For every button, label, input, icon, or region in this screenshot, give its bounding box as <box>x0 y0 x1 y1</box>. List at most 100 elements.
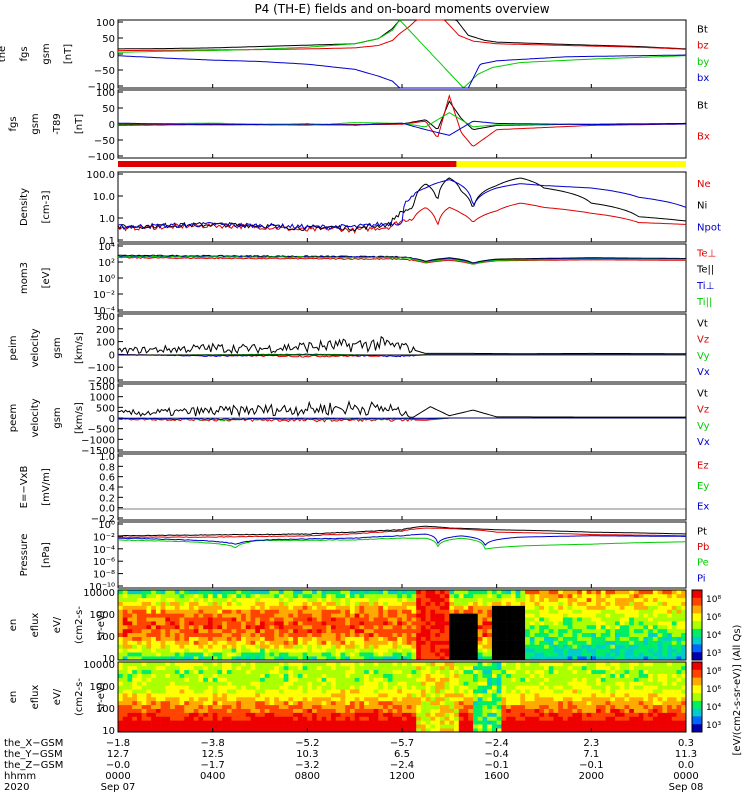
heatmap-cell <box>553 621 559 626</box>
heatmap-cell <box>340 700 346 706</box>
heatmap-cell <box>293 689 299 694</box>
heatmap-cell <box>316 644 322 649</box>
heatmap-cell <box>506 708 512 713</box>
heatmap-cell <box>155 716 161 721</box>
heatmap-cell <box>241 681 247 686</box>
heatmap-cell <box>648 677 654 682</box>
time-axis-value: 10.3 <box>296 749 318 760</box>
heatmap-cell <box>165 621 171 626</box>
heatmap-cell <box>170 628 176 634</box>
heatmap-cell <box>174 700 180 706</box>
heatmap-cell <box>264 724 270 729</box>
heatmap-cell <box>345 625 351 630</box>
heatmap-cell <box>349 689 355 694</box>
legend-label-Vz: Vz <box>697 405 709 416</box>
heatmap-cell <box>477 700 483 706</box>
heatmap-cell <box>605 665 611 671</box>
heatmap-cell <box>236 665 242 671</box>
heatmap-cell <box>368 712 374 717</box>
heatmap-cell <box>416 662 422 667</box>
heatmap-cell <box>349 673 355 678</box>
heatmap-cell <box>245 613 251 618</box>
heatmap-cell <box>364 704 370 709</box>
heatmap-cell <box>155 597 161 602</box>
heatmap-cell <box>155 712 161 717</box>
heatmap-cell <box>260 593 266 599</box>
heatmap-cell <box>250 724 256 729</box>
heatmap-cell <box>544 728 550 733</box>
heatmap-cell <box>383 625 389 630</box>
heatmap-cell <box>231 628 237 634</box>
heatmap-cell <box>577 693 583 698</box>
heatmap-cell <box>600 613 606 618</box>
heatmap-cell <box>274 681 280 686</box>
heatmap-cell <box>217 597 223 602</box>
heatmap-cell <box>312 665 318 671</box>
heatmap-cell <box>326 613 332 618</box>
heatmap-cell <box>676 628 682 634</box>
heatmap-cell <box>430 712 436 717</box>
heatmap-cell <box>487 648 493 653</box>
heatmap-cell <box>222 673 228 678</box>
heatmap-cell <box>383 685 389 690</box>
heatmap-cell <box>406 601 412 606</box>
heatmap-cell <box>118 593 124 599</box>
heatmap-cell <box>577 636 583 641</box>
heatmap-cell <box>544 601 550 606</box>
heatmap-cell <box>529 728 535 733</box>
colorbar-segment <box>692 636 702 645</box>
heatmap-cell <box>278 601 284 606</box>
heatmap-cell <box>468 720 474 725</box>
heatmap-cell <box>373 605 379 610</box>
heatmap-cell <box>250 625 256 630</box>
heatmap-cell <box>491 728 497 733</box>
heatmap-cell <box>349 605 355 610</box>
heatmap-cell <box>165 590 171 595</box>
heatmap-cell <box>525 621 531 626</box>
heatmap-cell <box>572 693 578 698</box>
heatmap-cell <box>193 605 199 610</box>
heatmap-cell <box>321 685 327 690</box>
heatmap-cell <box>643 700 649 706</box>
heatmap-cell <box>397 632 403 637</box>
heatmap-cell <box>269 685 275 690</box>
heatmap-cell <box>326 628 332 634</box>
heatmap-cell <box>179 652 185 657</box>
heatmap-cell <box>591 689 597 694</box>
heatmap-cell <box>245 669 251 674</box>
heatmap-cell <box>283 617 289 622</box>
heatmap-cell <box>544 677 550 682</box>
heatmap-cell <box>392 712 398 717</box>
heatmap-cell <box>184 689 190 694</box>
heatmap-cell <box>529 597 535 602</box>
heatmap-cell <box>676 712 682 717</box>
heatmap-cell <box>458 656 464 661</box>
heatmap-cell <box>454 673 460 678</box>
y-axis-label-line: [eV] <box>41 268 52 289</box>
heatmap-cell <box>638 590 644 595</box>
heatmap-cell <box>468 636 474 641</box>
heatmap-cell <box>302 693 308 698</box>
heatmap-cell <box>633 700 639 706</box>
heatmap-cell <box>676 617 682 622</box>
heatmap-cell <box>132 621 138 626</box>
heatmap-cell <box>539 605 545 610</box>
heatmap-cell <box>118 689 124 694</box>
heatmap-cell <box>245 662 251 667</box>
heatmap-cell <box>136 640 142 645</box>
heatmap-cell <box>283 669 289 674</box>
heatmap-cell <box>643 724 649 729</box>
heatmap-cell <box>387 724 393 729</box>
heatmap-cell <box>425 697 431 702</box>
heatmap-cell <box>525 697 531 702</box>
heatmap-cell <box>473 644 479 649</box>
heatmap-cell <box>226 636 232 641</box>
heatmap-cell <box>558 700 564 706</box>
heatmap-cell <box>529 669 535 674</box>
heatmap-cell <box>671 681 677 686</box>
heatmap-cell <box>520 700 526 706</box>
heatmap-cell <box>278 625 284 630</box>
heatmap-cell <box>633 681 639 686</box>
heatmap-cell <box>122 693 128 698</box>
heatmap-cell <box>236 712 242 717</box>
